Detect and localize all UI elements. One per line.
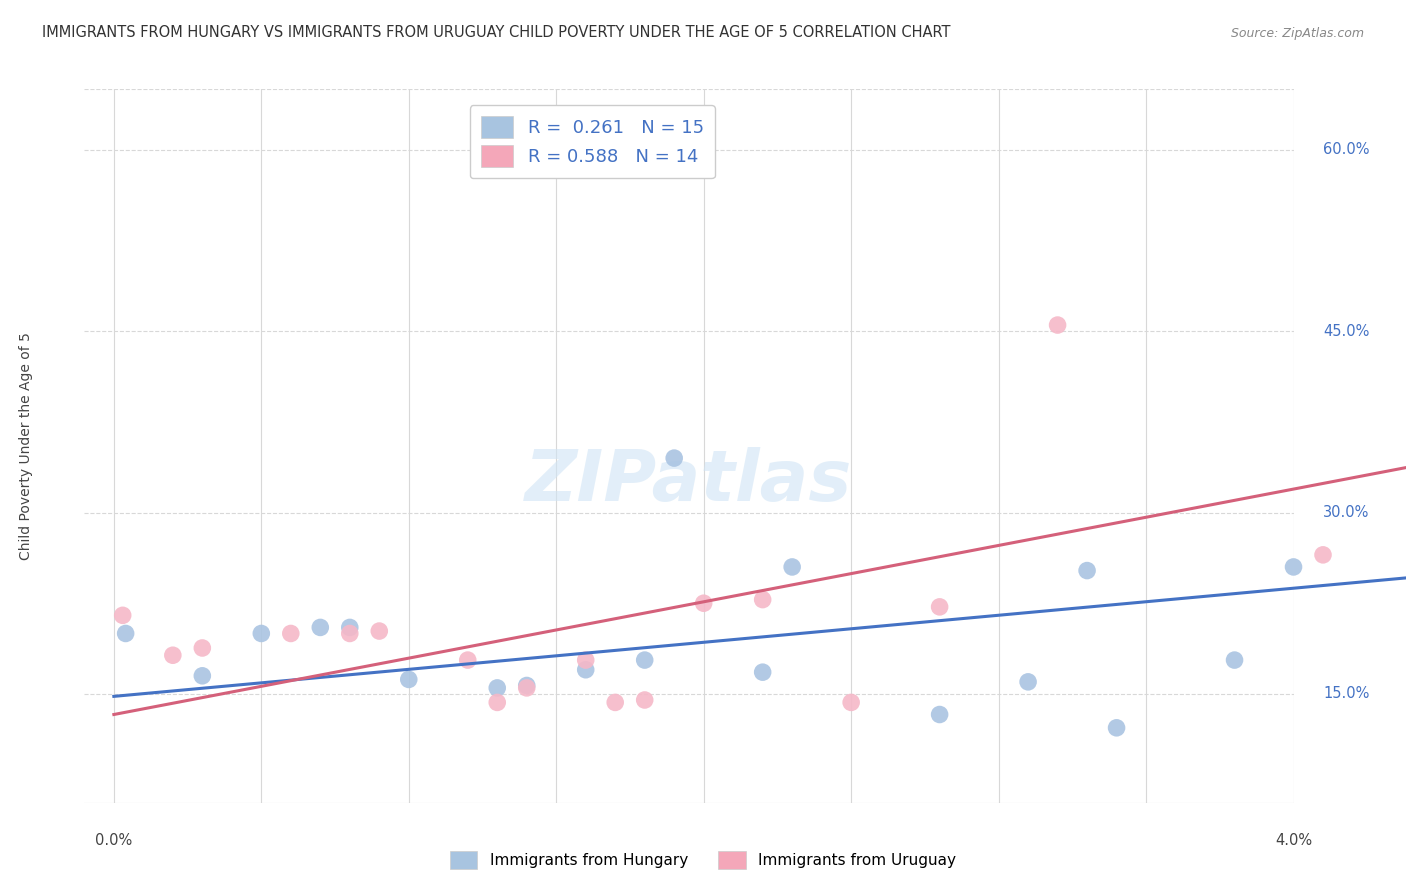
- Text: 15.0%: 15.0%: [1323, 687, 1369, 701]
- Point: [457, 653, 479, 667]
- Text: 60.0%: 60.0%: [1323, 142, 1369, 157]
- Point: [191, 640, 214, 655]
- Point: [368, 624, 391, 638]
- Point: [928, 707, 950, 722]
- Point: [780, 560, 803, 574]
- Point: [751, 592, 773, 607]
- Legend: Immigrants from Hungary, Immigrants from Uruguay: Immigrants from Hungary, Immigrants from…: [444, 845, 962, 875]
- Point: [634, 693, 657, 707]
- Point: [309, 620, 332, 634]
- Text: 0.0%: 0.0%: [96, 833, 132, 848]
- Text: ZIPatlas: ZIPatlas: [526, 447, 852, 516]
- Point: [1282, 560, 1305, 574]
- Point: [605, 695, 627, 709]
- Point: [751, 665, 773, 680]
- Point: [162, 648, 184, 663]
- Point: [928, 599, 950, 614]
- Text: Child Poverty Under the Age of 5: Child Poverty Under the Age of 5: [20, 332, 34, 560]
- Point: [1076, 564, 1098, 578]
- Text: 45.0%: 45.0%: [1323, 324, 1369, 339]
- Point: [634, 653, 657, 667]
- Point: [692, 596, 714, 610]
- Text: IMMIGRANTS FROM HUNGARY VS IMMIGRANTS FROM URUGUAY CHILD POVERTY UNDER THE AGE O: IMMIGRANTS FROM HUNGARY VS IMMIGRANTS FR…: [42, 25, 950, 40]
- Point: [575, 663, 598, 677]
- Point: [516, 681, 538, 695]
- Point: [516, 678, 538, 692]
- Point: [1017, 674, 1039, 689]
- Point: [1223, 653, 1246, 667]
- Point: [339, 620, 361, 634]
- Point: [486, 681, 509, 695]
- Point: [280, 626, 302, 640]
- Text: 30.0%: 30.0%: [1323, 505, 1369, 520]
- Point: [664, 451, 686, 466]
- Point: [114, 626, 136, 640]
- Point: [111, 608, 134, 623]
- Text: Source: ZipAtlas.com: Source: ZipAtlas.com: [1230, 27, 1364, 40]
- Point: [486, 695, 509, 709]
- Point: [575, 653, 598, 667]
- Point: [1312, 548, 1334, 562]
- Point: [1046, 318, 1069, 332]
- Text: 4.0%: 4.0%: [1275, 833, 1312, 848]
- Point: [839, 695, 862, 709]
- Point: [398, 673, 420, 687]
- Point: [250, 626, 273, 640]
- Point: [191, 669, 214, 683]
- Point: [339, 626, 361, 640]
- Point: [1105, 721, 1128, 735]
- Legend: R =  0.261   N = 15, R = 0.588   N = 14: R = 0.261 N = 15, R = 0.588 N = 14: [470, 105, 714, 178]
